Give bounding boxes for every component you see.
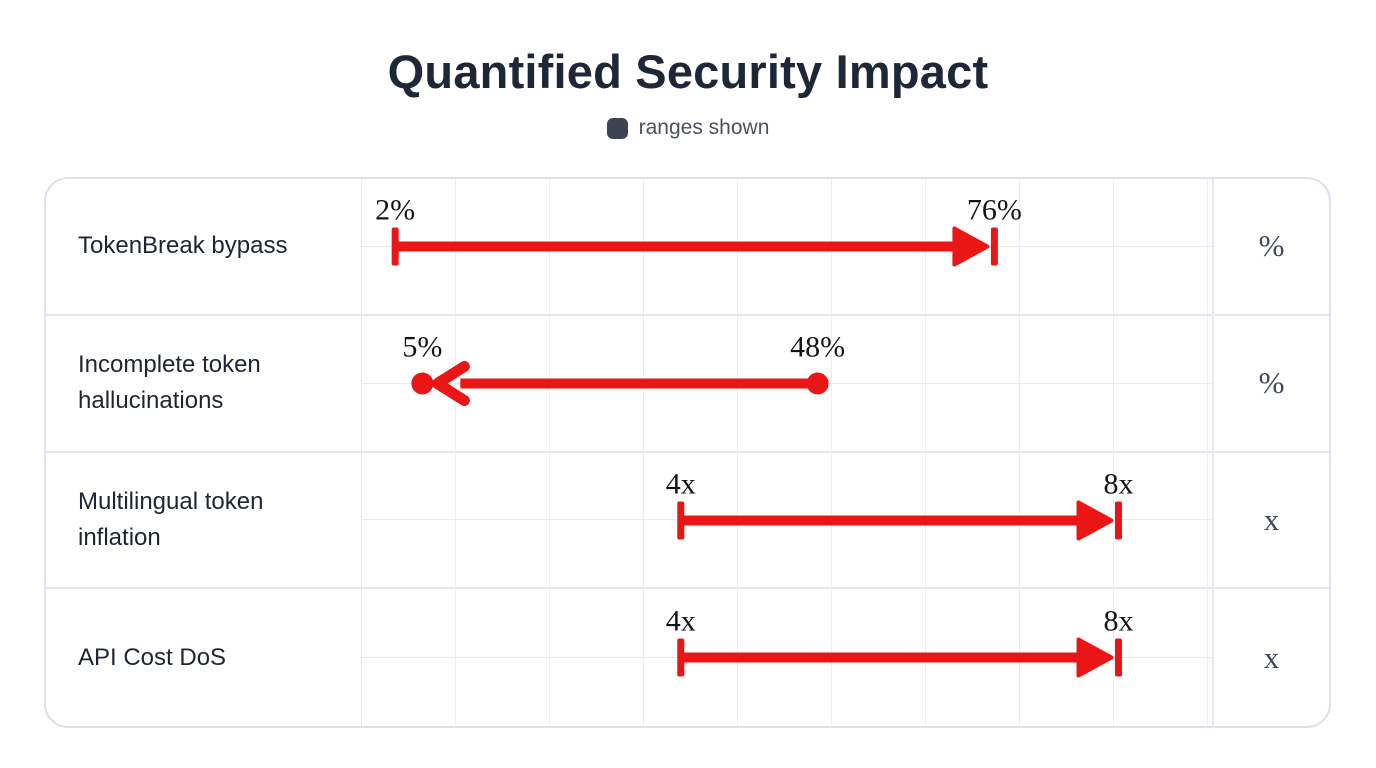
svg-text:8x: 8x [1104,605,1134,638]
range-arrow: 4x 8x [666,467,1134,540]
svg-text:4x: 4x [666,605,696,638]
unit-cell: x [1212,589,1329,726]
svg-text:4x: 4x [666,467,696,500]
unit-cell: % [1212,315,1329,453]
unit-cell: % [1212,179,1329,316]
unit-text: % [1258,365,1285,401]
unit-text: x [1263,639,1280,675]
row-chart-area: 4x 8x [362,589,1212,726]
svg-text:2%: 2% [375,194,415,227]
row-label: API Cost DoS [46,589,362,726]
unit-text: % [1258,228,1285,264]
range-table: TokenBreak bypass 2% 76% % Incomplete tok… [44,177,1331,728]
row-label-text: TokenBreak bypass [78,232,288,260]
chart-title: Quantified Security Impact [387,45,989,98]
row-label-text: API Cost DoS [78,643,227,671]
row-label: Incomplete token hallucinations [46,315,362,453]
svg-text:8x: 8x [1104,467,1134,500]
svg-text:48%: 48% [790,330,845,363]
row-label-text: Multilingual token inflation [78,487,264,551]
legend-swatch-icon [606,117,628,139]
range-arrow: 5% 48% [402,330,845,406]
range-arrow: 4x 8x [666,605,1134,678]
legend-label: ranges shown [638,116,770,139]
row-label: TokenBreak bypass [46,179,362,316]
unit-cell: x [1212,452,1329,590]
row-chart-area: 5% 48% [362,315,1212,453]
row-chart-area: 2% 76% [362,179,1212,316]
range-arrow: 2% 76% [375,194,1022,267]
svg-text:76%: 76% [967,194,1022,227]
unit-text: x [1263,501,1280,537]
svg-text:5%: 5% [402,330,442,363]
row-label: Multilingual token inflation [46,452,362,590]
row-chart-area: 4x 8x [362,452,1212,590]
legend: ranges shown [0,116,1376,140]
row-label-text: Incomplete token hallucinations [78,351,261,415]
